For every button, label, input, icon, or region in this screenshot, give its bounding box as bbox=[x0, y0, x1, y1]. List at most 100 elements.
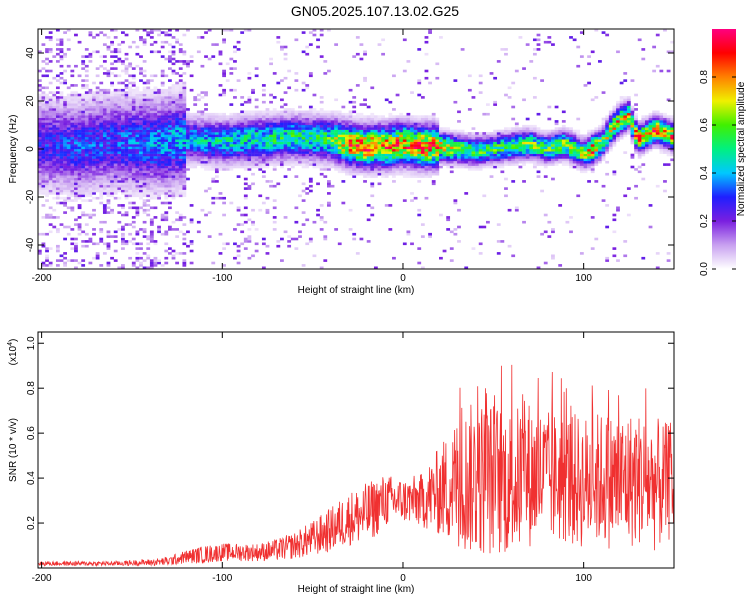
spectrogram-cell bbox=[81, 240, 86, 243]
spectrogram-cell bbox=[178, 127, 183, 130]
spectrogram-cell bbox=[37, 136, 42, 140]
spectrogram-cell bbox=[113, 175, 118, 178]
spectrogram-cell bbox=[70, 170, 75, 174]
spectrogram-cell bbox=[359, 146, 364, 150]
spectrogram-cell bbox=[135, 177, 140, 181]
spectrogram-cell bbox=[77, 170, 82, 174]
spectrogram-cell bbox=[167, 252, 172, 255]
spectrogram-cell bbox=[95, 151, 100, 154]
spectrogram-cell bbox=[363, 103, 367, 106]
spectrogram-cell bbox=[182, 122, 187, 126]
spectrogram-cell bbox=[110, 153, 114, 157]
spectrogram-cell bbox=[258, 117, 263, 121]
spectrogram-cell bbox=[175, 252, 180, 255]
spectrogram-cell bbox=[52, 108, 57, 111]
spectrogram-cell bbox=[66, 196, 71, 200]
spectrogram-cell bbox=[305, 146, 310, 150]
spectrogram-cell bbox=[55, 187, 60, 190]
spectrogram-cell bbox=[196, 122, 201, 126]
spectrogram-cell bbox=[92, 81, 96, 85]
spectrogram-cell bbox=[128, 124, 133, 128]
spectrogram-cell bbox=[258, 120, 263, 123]
spectrogram-cell bbox=[186, 148, 190, 152]
spectrogram-cell bbox=[153, 182, 158, 186]
spectrogram-cell bbox=[121, 136, 125, 140]
spectrogram-cell bbox=[341, 132, 346, 135]
spectrogram-cell bbox=[478, 165, 483, 169]
spectrogram-cell bbox=[489, 165, 494, 169]
spectrogram-cell bbox=[243, 132, 248, 135]
spectrogram-cell bbox=[294, 38, 299, 42]
spectrogram-cell bbox=[149, 182, 154, 186]
spectrogram-cell bbox=[139, 127, 143, 130]
spectrogram-cell bbox=[348, 165, 353, 169]
spectrogram-cell bbox=[178, 43, 183, 46]
spectrogram-cell bbox=[384, 165, 389, 169]
spectrogram-cell bbox=[370, 151, 375, 154]
spectrogram-cell bbox=[392, 163, 396, 166]
spectrogram-cell bbox=[330, 141, 335, 145]
spectrogram-cell bbox=[243, 156, 248, 159]
spectrogram-cell bbox=[171, 189, 176, 193]
spectrogram-cell bbox=[171, 172, 176, 176]
spectrogram-cell bbox=[52, 196, 57, 200]
spectrogram-cell bbox=[330, 158, 335, 162]
spectrogram-cell bbox=[70, 187, 75, 190]
spectrogram-cell bbox=[92, 165, 96, 169]
spectrogram-cell bbox=[251, 117, 255, 121]
spectrogram-cell bbox=[196, 141, 201, 145]
spectrogram-cell bbox=[77, 189, 82, 193]
spectrogram-cell bbox=[280, 151, 284, 154]
spectrogram-cell bbox=[52, 103, 57, 106]
spectrogram-cell bbox=[153, 115, 158, 118]
spectrogram-cell bbox=[81, 184, 86, 188]
spectrogram-cell bbox=[135, 182, 140, 186]
spectrogram-cell bbox=[308, 148, 313, 152]
spectrogram-cell bbox=[482, 151, 487, 154]
spectrogram-cell bbox=[363, 156, 367, 159]
spectrogram-cell bbox=[175, 165, 180, 169]
spectrogram-cell bbox=[182, 151, 187, 154]
spectrogram-cell bbox=[99, 124, 104, 128]
spectrogram-cell bbox=[157, 165, 161, 169]
spectrogram-cell bbox=[99, 91, 104, 94]
spectrogram-cell bbox=[305, 84, 310, 87]
spectrogram-cell bbox=[247, 163, 252, 166]
spectrogram-cell bbox=[283, 115, 288, 118]
spectrogram-cell bbox=[74, 84, 78, 87]
spectrogram-cell bbox=[334, 115, 339, 118]
spectrogram-cell bbox=[439, 144, 443, 147]
spectrogram-cell bbox=[139, 158, 143, 162]
spectrogram-cell bbox=[225, 168, 230, 171]
spectrogram-cell bbox=[240, 160, 245, 164]
spectrogram-cell bbox=[290, 108, 295, 111]
spectrogram-cell bbox=[243, 115, 248, 118]
spectrogram-cell bbox=[518, 160, 523, 164]
spectrogram-cell bbox=[117, 184, 122, 188]
spectrogram-cell bbox=[308, 177, 313, 181]
spectrogram-cell bbox=[207, 148, 212, 152]
spectrogram-cell bbox=[74, 247, 78, 250]
spectrogram-cell bbox=[381, 115, 386, 118]
spectrogram-cell bbox=[233, 141, 237, 145]
spectrogram-cell bbox=[59, 117, 64, 121]
spectrogram-cell bbox=[312, 144, 317, 147]
spectrogram-cell bbox=[88, 33, 93, 37]
spectrogram-cell bbox=[449, 259, 454, 262]
spectrogram-cell bbox=[182, 100, 187, 104]
spectrogram-cell bbox=[392, 115, 396, 118]
spectrogram-cell bbox=[88, 105, 93, 109]
spectrogram-cell bbox=[88, 103, 93, 106]
spectrogram-cell bbox=[218, 148, 223, 152]
spectrogram-cell bbox=[92, 232, 96, 236]
spectrogram-cell bbox=[48, 192, 53, 195]
spectrogram-cell bbox=[493, 165, 498, 169]
spectrogram-cell bbox=[37, 252, 42, 255]
spectrogram-cell bbox=[37, 148, 42, 152]
spectrogram-cell bbox=[74, 105, 78, 109]
spectrogram-cell bbox=[48, 187, 53, 190]
spectrogram-cell bbox=[135, 88, 140, 92]
spectrogram-cell bbox=[186, 129, 190, 133]
spectrogram-cell bbox=[475, 136, 479, 140]
spectrogram-cell bbox=[348, 158, 353, 162]
